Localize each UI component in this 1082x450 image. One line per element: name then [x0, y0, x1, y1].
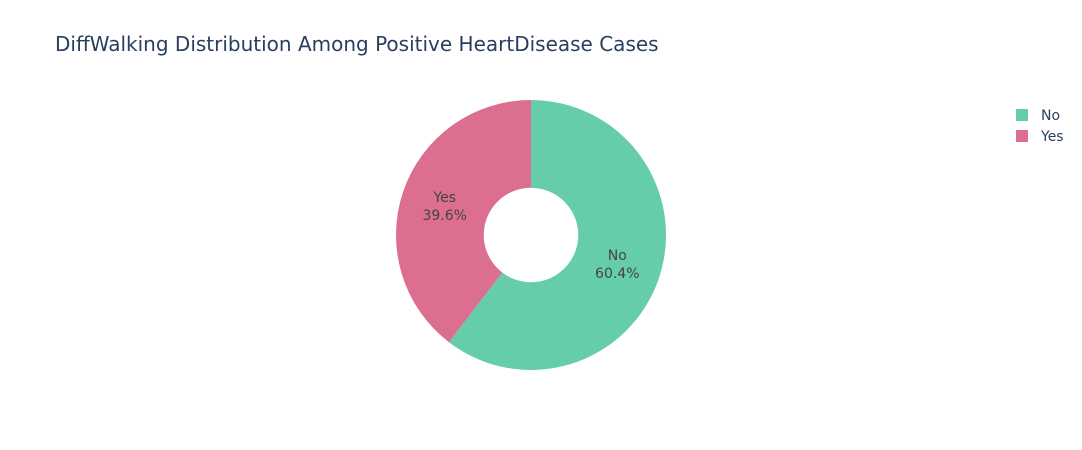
legend-label-no: No: [1041, 108, 1060, 124]
legend[interactable]: No Yes: [1016, 108, 1064, 145]
legend-swatch-no: [1016, 109, 1028, 121]
slice-labels: No 60.4% Yes 39.6%: [422, 190, 639, 282]
chart-title: DiffWalking Distribution Among Positive …: [55, 32, 659, 56]
slice-label-no: No 60.4%: [595, 248, 639, 282]
pie-slice-yes[interactable]: [396, 100, 531, 343]
legend-swatch-yes: [1016, 130, 1028, 142]
pie-slice-no[interactable]: [448, 99, 667, 370]
legend-item-yes[interactable]: Yes: [1016, 129, 1064, 145]
legend-label-yes: Yes: [1040, 129, 1064, 145]
pie-slices: [396, 99, 667, 370]
slice-label-yes: Yes 39.6%: [422, 190, 466, 224]
legend-item-no[interactable]: No: [1016, 108, 1060, 124]
